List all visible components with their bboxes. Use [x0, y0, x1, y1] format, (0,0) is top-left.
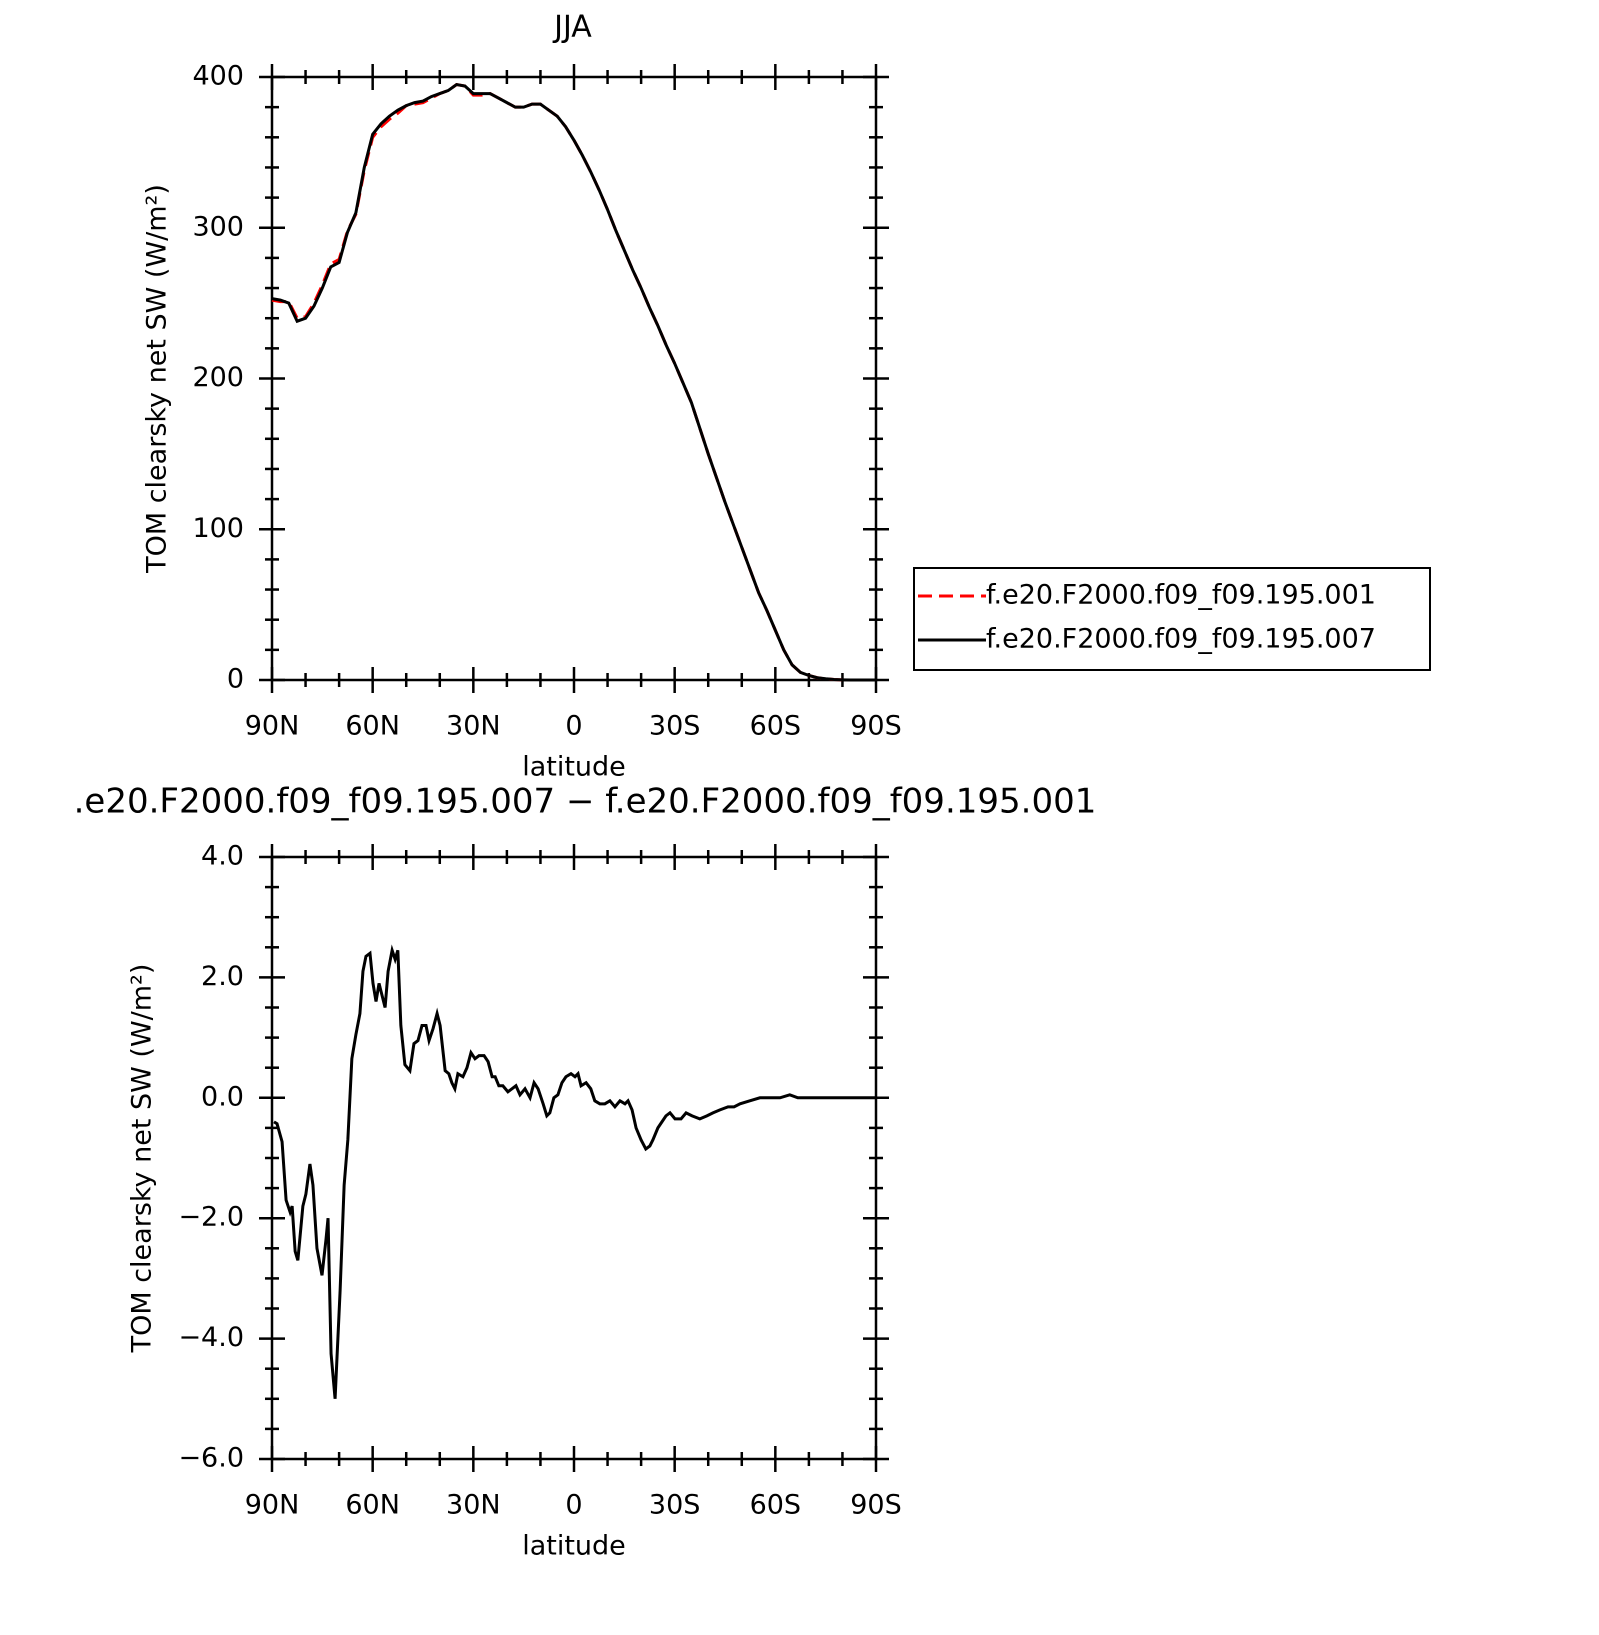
x-tick-label: 90N [245, 711, 300, 742]
legend-label: f.e20.F2000.f09_f09.195.001 [986, 580, 1376, 611]
x-axis-label: latitude [522, 752, 626, 783]
plot-frame [270, 855, 878, 1461]
x-tick-label: 60N [345, 1490, 400, 1521]
y-tick-label: 100 [192, 513, 244, 544]
x-tick-label: 90S [850, 1490, 902, 1521]
data-line [273, 944, 876, 1399]
x-tick-label: 90S [850, 711, 902, 742]
x-tick-label: 30N [446, 711, 501, 742]
x-tick-label: 0 [565, 1490, 582, 1521]
y-tick-label: 300 [192, 211, 244, 242]
x-tick-label: 30N [446, 1490, 501, 1521]
y-tick-label: −6.0 [178, 1443, 244, 1474]
legend: f.e20.F2000.f09_f09.195.001 f.e20.F2000.f… [913, 567, 1431, 671]
plot-frame [270, 75, 878, 682]
y-axis-label: TOM clearsky net SW (W/m²) [142, 184, 173, 574]
x-axis-label: latitude [522, 1531, 626, 1562]
x-tick-label: 30S [649, 1490, 701, 1521]
x-tick-label: 0 [565, 711, 582, 742]
y-tick-label: 0 [227, 664, 244, 695]
x-tick-label: 60S [750, 711, 802, 742]
x-tick-label: 90N [245, 1490, 300, 1521]
y-tick-label: −2.0 [178, 1202, 244, 1233]
chart-title: .e20.F2000.f09_f09.195.007 − f.e20.F2000… [74, 782, 1097, 822]
y-tick-label: 200 [192, 362, 244, 393]
y-tick-label: 2.0 [201, 961, 244, 992]
y-tick-label: −4.0 [178, 1322, 244, 1353]
x-tick-label: 60S [750, 1490, 802, 1521]
x-tick-label: 60N [345, 711, 400, 742]
legend-box [913, 567, 1431, 671]
data-line [271, 82, 876, 682]
x-tick-label: 30S [649, 711, 701, 742]
y-axis-label: TOM clearsky net SW (W/m²) [127, 964, 158, 1354]
y-tick-label: 0.0 [201, 1081, 244, 1112]
y-tick-label: 400 [192, 61, 244, 92]
y-tick-label: 4.0 [201, 841, 244, 872]
chart-title: JJA [552, 10, 592, 45]
legend-label: f.e20.F2000.f09_f09.195.007 [986, 624, 1376, 655]
